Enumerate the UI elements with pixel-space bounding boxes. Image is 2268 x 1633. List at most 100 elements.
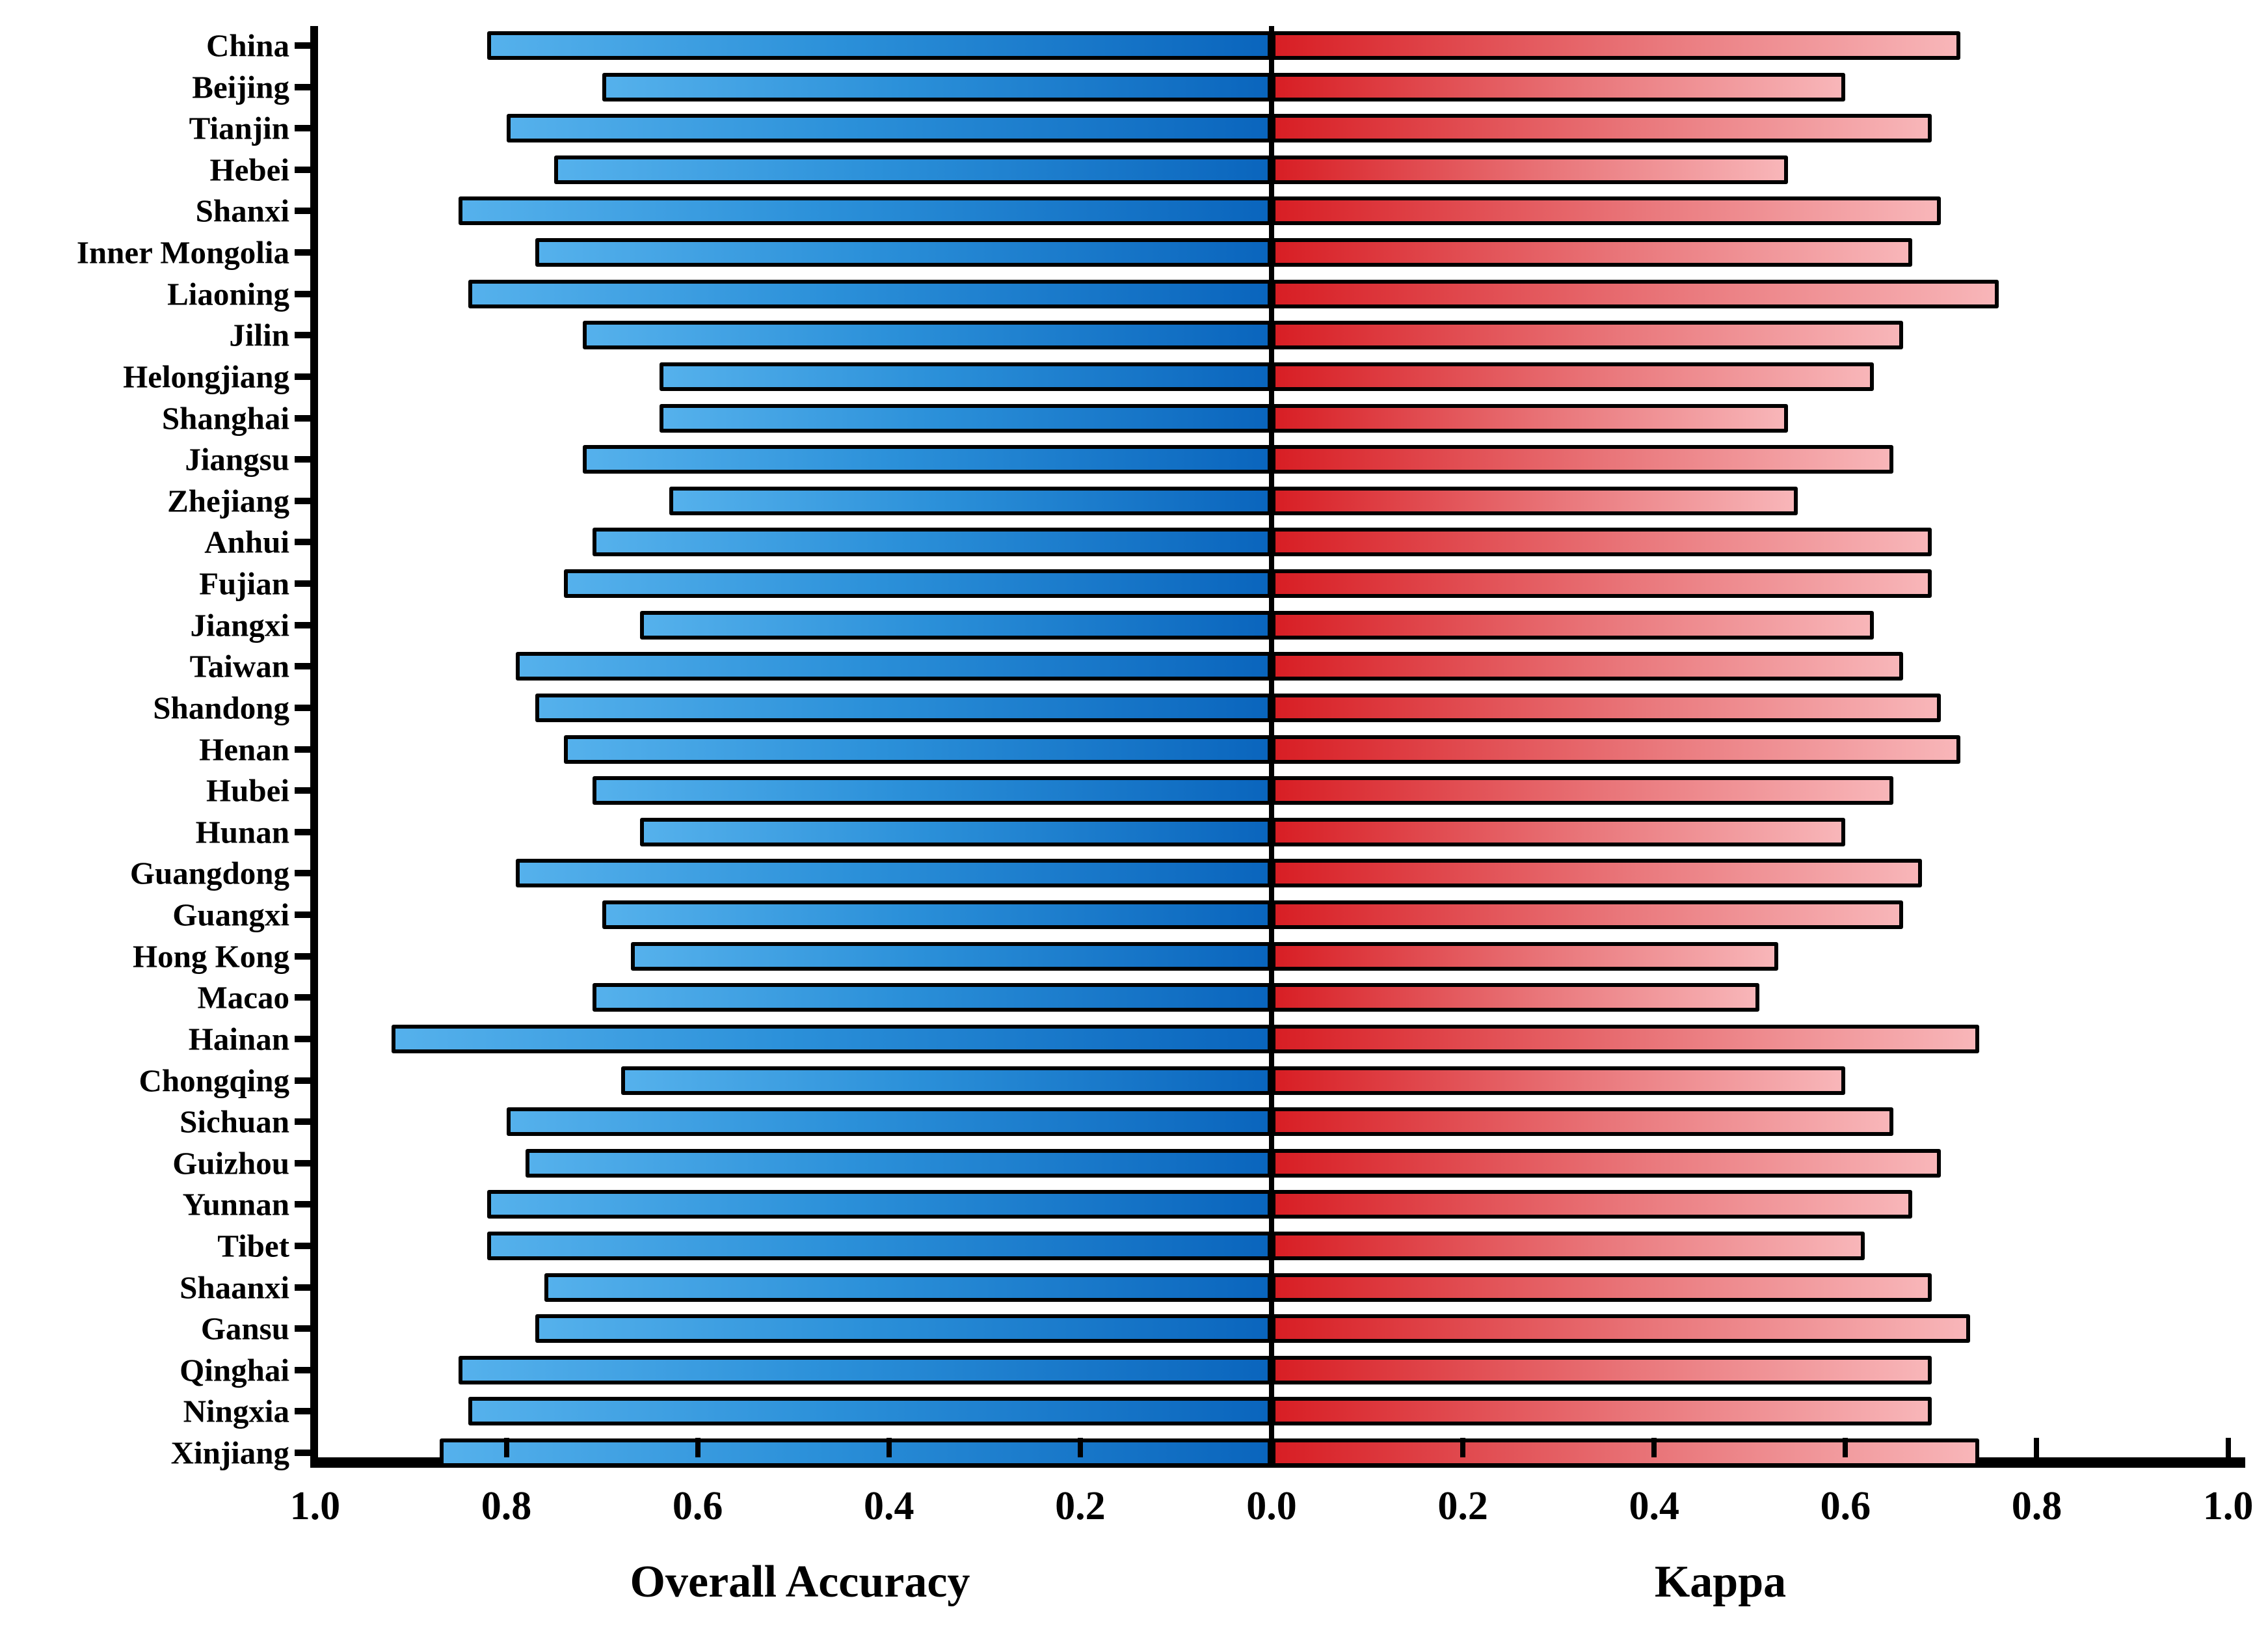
x-axis-tick xyxy=(503,1438,509,1457)
bar-kappa xyxy=(1272,31,1960,60)
y-axis-tick xyxy=(295,952,314,960)
category-label: Fujian xyxy=(199,565,289,602)
category-label: Hong Kong xyxy=(133,938,289,975)
y-axis-tick xyxy=(295,1201,314,1208)
category-label: Shanxi xyxy=(195,193,289,229)
bar-overall-accuracy xyxy=(592,983,1272,1012)
category-label: Anhui xyxy=(204,524,289,560)
x-tick-label: 0.0 xyxy=(1246,1484,1297,1528)
bar-kappa xyxy=(1272,693,1941,722)
category-label: Qinghai xyxy=(180,1352,289,1388)
bar-overall-accuracy xyxy=(583,321,1272,350)
category-label: Liaoning xyxy=(167,276,289,312)
category-label: Hebei xyxy=(209,152,289,188)
y-axis-tick xyxy=(295,911,314,919)
bar-kappa xyxy=(1272,155,1789,184)
axis-title-overall-accuracy: Overall Accuracy xyxy=(630,1557,970,1607)
y-axis-tick xyxy=(295,125,314,132)
bar-kappa xyxy=(1272,445,1893,474)
bar-overall-accuracy xyxy=(439,1438,1272,1468)
bar-overall-accuracy xyxy=(602,72,1272,101)
category-label: Chongqing xyxy=(139,1062,289,1098)
y-axis-tick xyxy=(295,1118,314,1126)
category-label: Tibet xyxy=(217,1228,289,1264)
category-label: Guangxi xyxy=(172,897,289,933)
y-axis-tick xyxy=(295,208,314,215)
x-axis-tick xyxy=(1077,1438,1083,1457)
bar-overall-accuracy xyxy=(516,652,1272,681)
x-tick-label: 0.6 xyxy=(1820,1484,1871,1528)
y-axis-tick xyxy=(295,828,314,835)
bar-overall-accuracy xyxy=(487,1231,1272,1260)
bar-kappa xyxy=(1272,403,1789,433)
bar-overall-accuracy xyxy=(659,362,1272,391)
x-axis-tick xyxy=(312,1438,318,1457)
y-axis-tick xyxy=(295,1242,314,1249)
category-label: Beijing xyxy=(192,69,289,105)
bar-kappa xyxy=(1272,1438,1980,1468)
bar-kappa xyxy=(1272,569,1932,599)
category-label: Guangdong xyxy=(129,855,289,891)
bar-overall-accuracy xyxy=(583,445,1272,474)
bar-kappa xyxy=(1272,735,1960,764)
y-axis-tick xyxy=(295,787,314,794)
x-axis-tick xyxy=(1460,1438,1466,1457)
x-tick-label: 0.2 xyxy=(1437,1484,1488,1528)
bar-overall-accuracy xyxy=(630,941,1272,971)
bar-kappa xyxy=(1272,72,1846,101)
category-label: Gansu xyxy=(200,1310,289,1347)
bar-kappa xyxy=(1272,1314,1970,1343)
bar-overall-accuracy xyxy=(468,279,1272,308)
bar-overall-accuracy xyxy=(592,776,1272,805)
y-axis-tick xyxy=(295,1450,314,1457)
y-axis-tick xyxy=(295,746,314,753)
bar-kappa xyxy=(1272,1355,1932,1384)
bar-kappa xyxy=(1272,196,1941,226)
category-label: Guizhou xyxy=(172,1145,289,1181)
bar-kappa xyxy=(1272,1397,1932,1426)
bar-overall-accuracy xyxy=(592,528,1272,557)
y-axis-tick xyxy=(295,1035,314,1042)
bar-overall-accuracy xyxy=(535,693,1272,722)
bar-kappa xyxy=(1272,652,1903,681)
y-axis-tick xyxy=(295,621,314,628)
bar-kappa xyxy=(1272,1231,1865,1260)
category-label: Shaanxi xyxy=(180,1269,289,1306)
category-label: Shanghai xyxy=(161,400,289,437)
bar-kappa xyxy=(1272,279,1999,308)
y-axis-tick xyxy=(295,249,314,256)
x-axis-tick xyxy=(2225,1438,2231,1457)
y-axis-tick xyxy=(295,994,314,1001)
bar-kappa xyxy=(1272,486,1798,515)
y-axis-tick xyxy=(295,497,314,504)
y-axis-tick xyxy=(295,1159,314,1167)
bar-overall-accuracy xyxy=(554,155,1272,184)
bar-kappa xyxy=(1272,610,1874,640)
bar-kappa xyxy=(1272,362,1874,391)
axis-title-kappa: Kappa xyxy=(1654,1557,1787,1607)
y-axis-tick xyxy=(295,539,314,546)
category-label: China xyxy=(206,27,289,64)
x-tick-label: 0.8 xyxy=(2011,1484,2062,1528)
bar-kappa xyxy=(1272,859,1922,888)
bar-kappa xyxy=(1272,321,1903,350)
x-tick-label: 0.2 xyxy=(1055,1484,1106,1528)
category-label: Hunan xyxy=(195,814,289,850)
bar-overall-accuracy xyxy=(563,569,1272,599)
y-axis-tick xyxy=(295,373,314,380)
category-label: Taiwan xyxy=(189,648,289,684)
category-label: Hainan xyxy=(188,1021,289,1057)
bar-kappa xyxy=(1272,1190,1913,1219)
bar-overall-accuracy xyxy=(544,1273,1272,1302)
category-label: Macao xyxy=(197,979,290,1016)
bar-overall-accuracy xyxy=(392,1024,1272,1053)
bar-overall-accuracy xyxy=(659,403,1272,433)
bar-kappa xyxy=(1272,1273,1932,1302)
x-axis-tick xyxy=(886,1438,892,1457)
x-tick-label: 0.4 xyxy=(864,1484,914,1528)
bar-kappa xyxy=(1272,238,1913,267)
bar-kappa xyxy=(1272,900,1903,930)
category-label: Xinjiang xyxy=(170,1435,289,1471)
bar-kappa xyxy=(1272,983,1759,1012)
